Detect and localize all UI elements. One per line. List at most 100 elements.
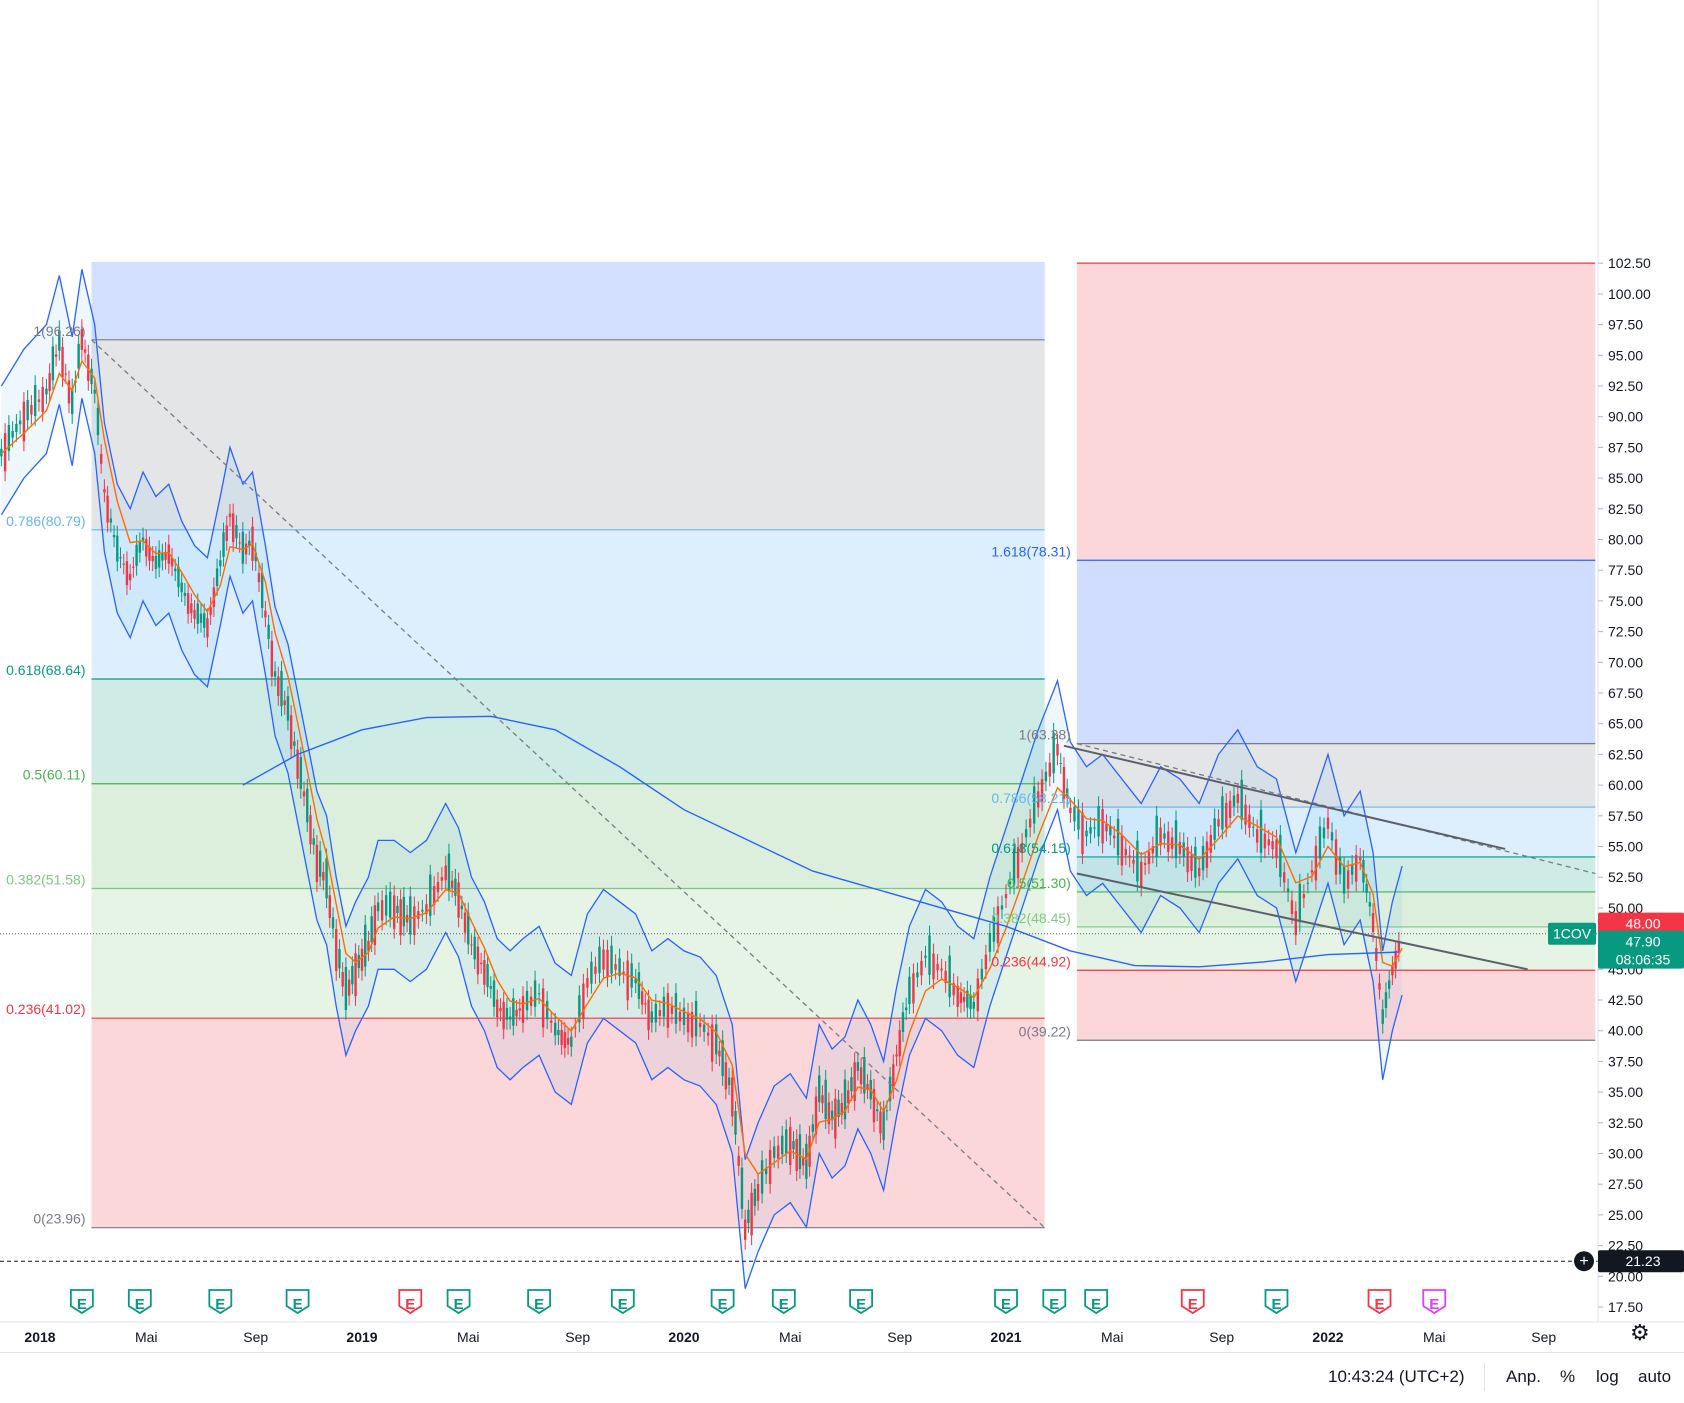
candle-body — [1375, 948, 1378, 961]
earnings-marker[interactable]: E — [446, 1289, 471, 1315]
candle-body — [215, 568, 219, 586]
price-tick-label: 72.50 — [1608, 624, 1643, 640]
candle-body — [318, 850, 322, 877]
earnings-marker[interactable]: E — [69, 1289, 94, 1315]
candle-body — [843, 1079, 847, 1120]
ask-price-badge-bg — [1598, 912, 1684, 933]
earnings-letter: E — [1271, 1296, 1281, 1313]
earnings-marker[interactable]: E — [610, 1289, 635, 1315]
earnings-marker[interactable]: E — [1264, 1289, 1289, 1315]
candle-body — [1163, 833, 1166, 839]
price-tick-label: 57.50 — [1608, 808, 1643, 824]
candle-body — [1314, 845, 1318, 881]
candle-body — [772, 1146, 776, 1158]
candle-body — [1182, 842, 1185, 857]
status-separator — [1484, 1363, 1485, 1391]
candle-body — [916, 972, 919, 978]
candle-body — [984, 954, 988, 970]
earnings-marker[interactable]: E — [710, 1289, 735, 1315]
price-tick-label: 52.50 — [1608, 869, 1643, 885]
candle-body — [112, 535, 116, 538]
percent-toggle[interactable]: % — [1560, 1367, 1576, 1386]
candle-body — [525, 990, 529, 1011]
earnings-marker[interactable]: E — [1422, 1289, 1447, 1315]
candle-body — [299, 757, 303, 789]
candle-body — [1065, 788, 1069, 798]
price-series — [0, 269, 1403, 1289]
add-alert-plus-icon[interactable]: + — [1574, 1251, 1594, 1272]
earnings-marker[interactable]: E — [127, 1289, 152, 1315]
candle-body — [962, 996, 966, 1002]
earnings-marker[interactable]: E — [1367, 1289, 1392, 1315]
candle-body — [888, 1076, 892, 1102]
log-toggle[interactable]: log — [1596, 1367, 1619, 1386]
earnings-marker[interactable]: E — [849, 1289, 873, 1315]
candle-body — [785, 1129, 788, 1154]
candle-body — [1279, 834, 1282, 878]
candle-body — [598, 946, 601, 974]
price-tick-label: 75.00 — [1608, 593, 1643, 609]
adjust-toggle[interactable]: Anp. — [1506, 1367, 1541, 1386]
candle-body — [1306, 882, 1310, 884]
price-chart[interactable]: 1(96.26) 0.786(80.79) 0.618(68.64) 0.5(60.1… — [0, 0, 1684, 1352]
earnings-marker[interactable]: E — [527, 1289, 551, 1315]
last-price-badge: 47.90 08:06:35 — [1598, 930, 1684, 969]
candle-body — [670, 1006, 674, 1014]
candle-body — [560, 1029, 563, 1046]
candle-body — [792, 1141, 795, 1150]
earnings-marker[interactable]: E — [398, 1289, 423, 1315]
earnings-marker[interactable]: E — [285, 1289, 310, 1315]
price-tick-label: 80.00 — [1608, 532, 1643, 548]
auto-toggle[interactable]: auto — [1638, 1367, 1672, 1386]
settings-gear-icon[interactable]: ⚙ — [1630, 1320, 1650, 1345]
candle-body — [928, 935, 931, 975]
candle-body — [630, 963, 633, 988]
earnings-shape — [1422, 1289, 1447, 1315]
candle-body — [654, 1003, 658, 1023]
candle-body — [370, 916, 373, 943]
time-axis[interactable]: 2018 Mai Sep 2019 Mai Sep 2020 Mai Sep 2021 Mai Sep… — [0, 1321, 1684, 1345]
plus-circle — [1574, 1251, 1594, 1272]
price-axis[interactable]: 17.50 20.00 22.50 25.00 27.50 30.00 32.50 35.00… — [1597, 0, 1651, 1322]
candle-body — [650, 1011, 653, 1023]
earnings-marker[interactable]: E — [771, 1289, 796, 1315]
candle-body — [454, 878, 457, 896]
candle-body — [1271, 840, 1274, 850]
candle-body — [283, 700, 286, 706]
candle-body — [447, 853, 451, 892]
candle-body — [554, 1022, 557, 1036]
earnings-marker[interactable]: E — [1042, 1289, 1067, 1315]
candle-body — [228, 513, 232, 517]
candle-body — [244, 543, 248, 555]
candle-body — [161, 553, 164, 561]
candle-body — [347, 979, 351, 996]
candle-body — [196, 603, 199, 624]
candle-body — [1205, 841, 1209, 868]
symbol-badge: 1COV — [1548, 922, 1596, 945]
candle-body — [610, 945, 613, 974]
earnings-marker[interactable]: E — [994, 1289, 1018, 1315]
candle-body — [756, 1184, 760, 1201]
candle-body — [640, 991, 644, 1005]
candle-body — [1155, 815, 1158, 858]
ask-price-badge: 48.00 — [1598, 912, 1684, 933]
earnings-shape — [710, 1289, 735, 1315]
candle-body — [505, 1007, 509, 1020]
earnings-marker[interactable]: E — [1084, 1289, 1109, 1315]
clock[interactable]: 10:43:24 (UTC+2) — [1328, 1367, 1465, 1386]
candle-body — [818, 1075, 821, 1103]
candle-body — [508, 1016, 512, 1020]
candle-body — [549, 1020, 553, 1023]
candle-body — [1151, 846, 1155, 854]
candle-body — [622, 971, 625, 974]
earnings-marker[interactable]: E — [208, 1289, 233, 1315]
candle-body — [824, 1079, 827, 1120]
candle-body — [180, 582, 183, 593]
earnings-marker[interactable]: E — [1180, 1289, 1205, 1315]
earnings-shape — [446, 1289, 471, 1315]
last-price-badge-bg — [1598, 930, 1684, 969]
candle-body — [302, 791, 306, 797]
candle-body — [876, 1109, 879, 1112]
candle-body — [747, 1209, 750, 1223]
